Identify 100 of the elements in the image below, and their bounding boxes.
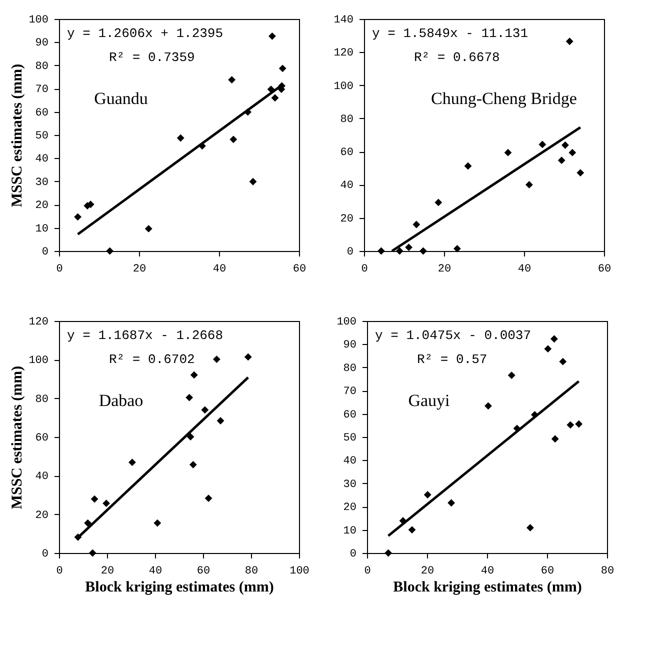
point [550,335,558,343]
y-tick-label: 120 [28,316,48,328]
y-tick-label: 60 [343,409,356,422]
y-axis-title: MSSC estimates (mm) [10,64,26,208]
point [566,38,574,46]
point [405,244,413,252]
y-tick-label: 140 [334,14,354,26]
x-tick-label: 80 [244,566,258,578]
point [228,76,236,84]
y-tick-label: 40 [35,154,48,166]
point [448,499,456,507]
x-tick-label: 60 [540,566,554,578]
annotation: R² = 0.7359 [109,50,195,65]
annotation: R² = 0.57 [417,352,488,367]
annotation: Chung-Cheng Bridge [431,89,577,108]
point [424,491,432,498]
point [568,148,576,156]
y-tick-label: 10 [343,525,356,538]
point [559,358,567,366]
point [544,345,552,353]
point [106,247,114,255]
point [268,32,276,40]
point [526,524,534,532]
point [453,244,461,252]
y-tick-label: 20 [340,213,354,226]
y-tick-label: 80 [35,394,48,406]
point [434,198,442,206]
point [408,526,416,534]
annotation: y = 1.0475x - 0.0037 [375,328,532,343]
y-tick-label: 60 [35,432,48,444]
y-tick-label: 20 [343,502,356,514]
point [74,213,82,221]
y-tick-label: 70 [343,386,356,398]
point [575,420,583,428]
y-tick-label: 100 [334,80,354,93]
y-tick-label: 0 [346,246,354,258]
point [212,356,220,363]
point [538,140,546,148]
point [508,372,516,379]
x-tick-label: 0 [361,264,368,276]
x-tick-label: 20 [420,566,434,578]
point [566,421,574,429]
point [561,141,569,149]
point [525,181,533,188]
point [90,495,98,503]
point [176,134,184,142]
x-axis-title: Block kriging estimates (mm) [85,580,274,596]
point [244,353,252,361]
point [576,169,584,176]
point [190,371,198,379]
x-tick-label: 0 [364,566,371,578]
point [412,220,420,228]
point [189,460,197,468]
point [504,148,512,156]
annotation: Guandu [94,89,148,108]
x-tick-label: 0 [56,264,63,276]
y-tick-label: 20 [35,510,48,522]
y-tick-label: 50 [35,130,48,142]
x-axis-title: Block kriging estimates (mm) [393,580,582,596]
y-tick-label: 80 [343,362,356,375]
point [154,519,162,527]
point [271,94,279,102]
point [102,500,110,508]
x-tick-label: 40 [148,566,162,578]
point [230,136,238,144]
point [201,406,209,414]
y-tick-label: 0 [350,548,356,560]
y-tick-label: 40 [343,456,356,468]
x-tick-label: 40 [518,264,532,276]
point [464,162,472,170]
annotation: y = 1.1687x - 1.2668 [67,328,224,343]
y-tick-label: 60 [35,107,48,120]
y-tick-label: 0 [42,246,48,258]
point [186,433,194,441]
point [204,494,212,502]
x-tick-label: 60 [196,566,210,578]
y-tick-label: 20 [35,200,48,212]
y-tick-label: 100 [336,316,356,328]
x-tick-label: 20 [438,264,452,276]
x-tick-label: 40 [480,566,494,578]
annotation: Gauyi [408,391,450,410]
y-tick-label: 70 [35,84,48,96]
x-tick-label: 60 [598,264,612,276]
point [249,178,257,186]
x-tick-label: 40 [212,264,226,276]
x-tick-label: 80 [600,566,614,578]
point [384,549,392,557]
point [551,435,559,443]
x-tick-label: 60 [292,264,306,276]
y-tick-label: 80 [35,60,48,73]
x-tick-label: 100 [290,566,310,578]
x-tick-label: 0 [56,566,63,578]
x-tick-label: 20 [132,264,146,276]
y-tick-label: 0 [42,548,48,560]
point [186,394,194,402]
annotation: y = 1.5849x - 11.131 [372,26,528,41]
y-tick-label: 100 [28,14,48,26]
point [558,156,566,164]
point [278,64,286,72]
point [128,458,136,466]
